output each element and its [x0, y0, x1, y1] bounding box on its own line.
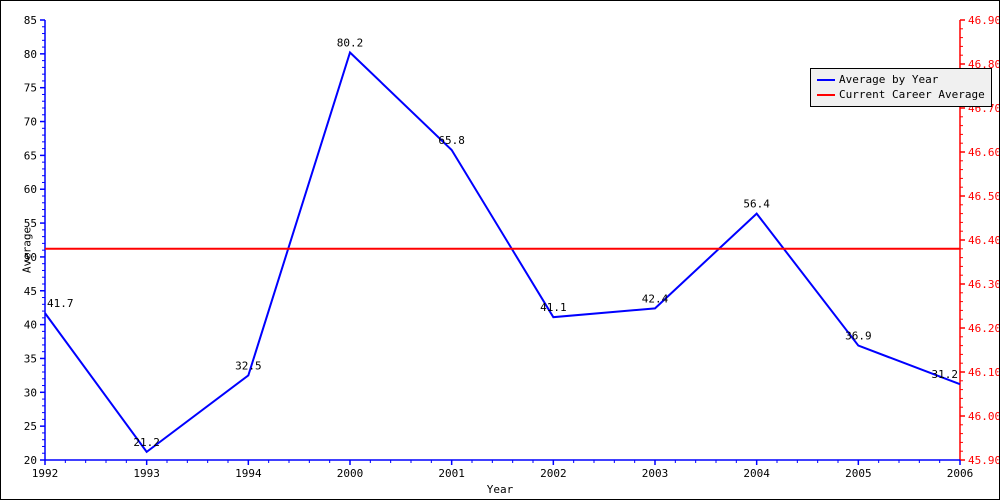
- x-axis-label: Year: [487, 483, 514, 496]
- legend-row: Current Career Average: [817, 87, 985, 102]
- legend-label: Current Career Average: [839, 87, 985, 102]
- legend-label: Average by Year: [839, 72, 938, 87]
- chart-container: 202530354045505560657075808545.9046.0046…: [0, 0, 1000, 500]
- legend-swatch: [817, 94, 835, 96]
- legend-row: Average by Year: [817, 72, 985, 87]
- legend: Average by YearCurrent Career Average: [810, 68, 992, 107]
- y-left-axis-label: Average: [21, 227, 34, 273]
- legend-swatch: [817, 79, 835, 81]
